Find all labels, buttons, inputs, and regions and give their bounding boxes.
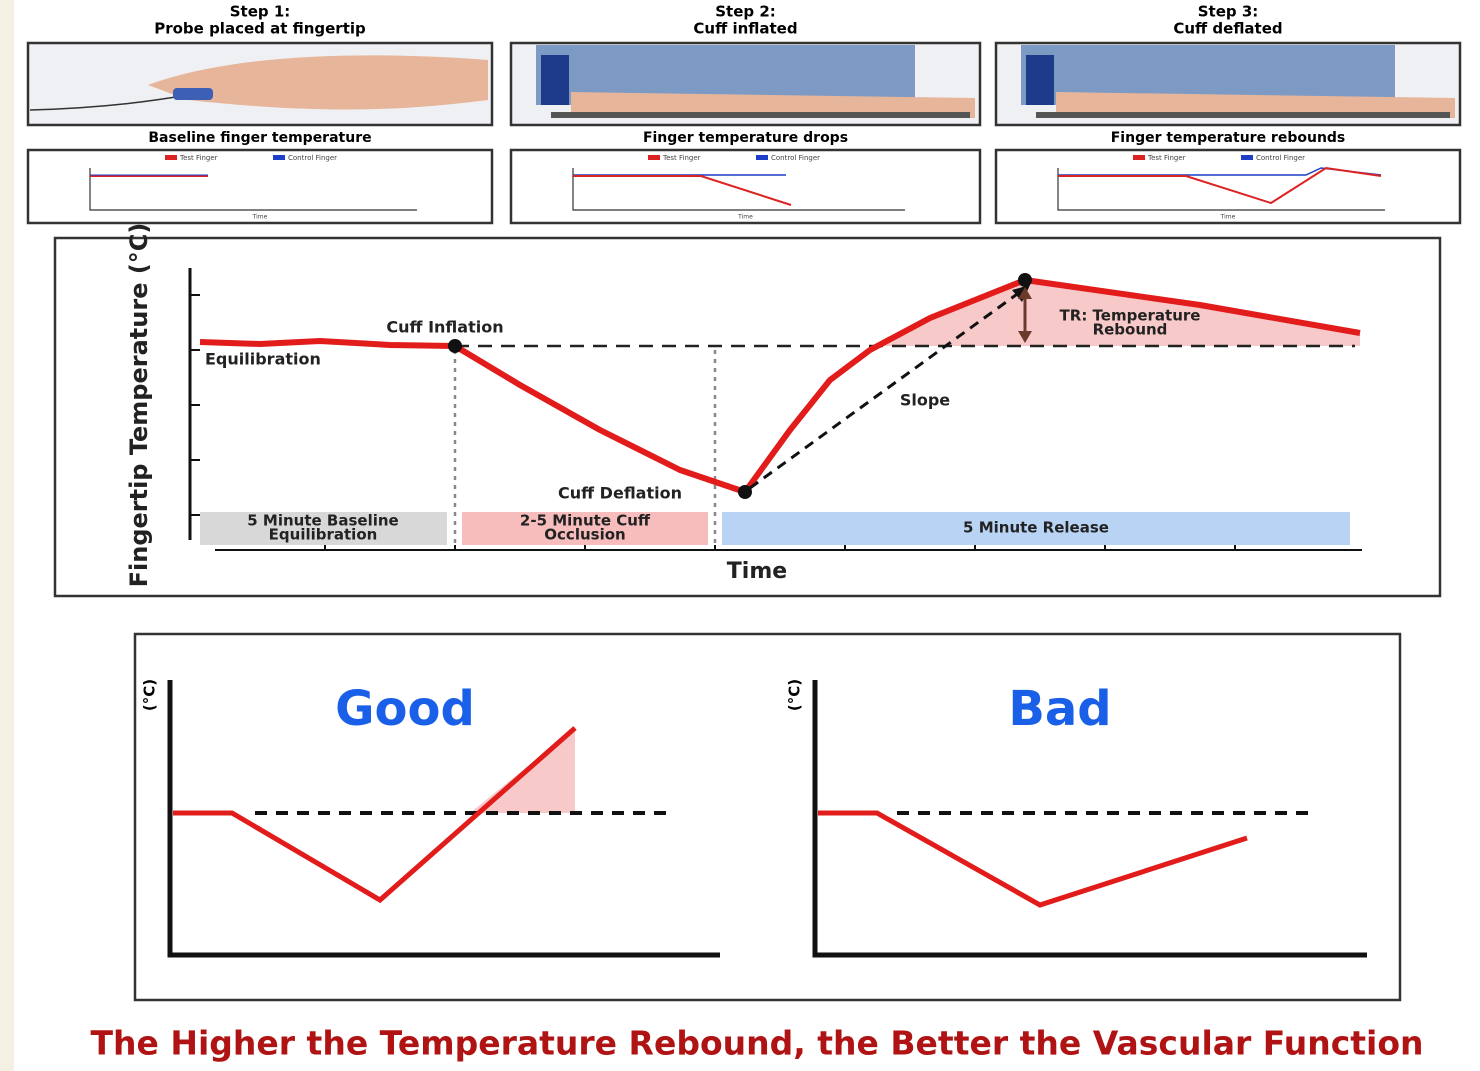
- armrest: [551, 112, 970, 118]
- annotation: Cuff Deflation: [558, 484, 682, 503]
- step-label: Step 3:: [1198, 3, 1259, 21]
- footer: The Higher the Temperature Rebound, the …: [90, 1024, 1423, 1063]
- step-caption: Probe placed at fingertip: [154, 20, 366, 38]
- mini-graph-frame: [511, 150, 980, 223]
- annotation: Equilibration: [205, 350, 321, 369]
- legend-test: Test Finger: [1147, 154, 1186, 162]
- armrest: [1036, 112, 1450, 118]
- legend-test: Test Finger: [179, 154, 218, 162]
- mini-x-label: Time: [1220, 214, 1236, 221]
- inflation-point: [448, 339, 462, 353]
- legend-swatch-test: [1133, 155, 1145, 160]
- graph-title: Finger temperature drops: [643, 130, 848, 146]
- page: {"steps": [ {"step": "Step 1:", "caption…: [0, 0, 1480, 1071]
- annotation: Slope: [900, 391, 950, 410]
- annotation: Cuff Inflation: [386, 318, 503, 337]
- graph-title: Finger temperature rebounds: [1111, 130, 1346, 146]
- legend-swatch-control: [756, 155, 768, 160]
- legend-swatch-test: [165, 155, 177, 160]
- deflation-point: [738, 485, 752, 499]
- probe: [173, 88, 213, 100]
- legend-swatch-test: [648, 155, 660, 160]
- mini-graph-frame: [28, 150, 492, 223]
- legend-control: Control Finger: [771, 154, 820, 162]
- phase-label: 5 Minute Release: [963, 519, 1109, 537]
- legend-control: Control Finger: [288, 154, 337, 162]
- step-label: Step 2:: [715, 3, 776, 21]
- graph-title: Baseline finger temperature: [148, 130, 371, 146]
- step-caption: Cuff deflated: [1173, 20, 1282, 38]
- peak-point: [1018, 273, 1032, 287]
- annotation: Rebound: [1093, 321, 1168, 339]
- step-caption: Cuff inflated: [693, 20, 797, 38]
- x-axis-label: Time: [727, 559, 787, 584]
- legend-test: Test Finger: [662, 154, 701, 162]
- mini-x-label: Time: [252, 214, 268, 221]
- phase-label: Equilibration: [269, 526, 378, 544]
- unit-label: (°C): [141, 679, 159, 711]
- step-label: Step 1:: [230, 3, 291, 21]
- legend-swatch-control: [273, 155, 285, 160]
- good-title: Good: [335, 681, 475, 737]
- phase-label: Occlusion: [544, 526, 625, 544]
- cuff: [541, 55, 569, 105]
- legend-swatch-control: [1241, 155, 1253, 160]
- mini-graph-frame: [996, 150, 1460, 223]
- y-axis-label: Fingertip Temperature (°C): [125, 223, 153, 588]
- cuff: [1026, 55, 1054, 105]
- diagram: Fingertip Temperature (°C) Time Cuff Infla…: [0, 0, 1480, 1071]
- legend-control: Control Finger: [1256, 154, 1305, 162]
- mini-x-label: Time: [737, 214, 753, 221]
- bad-title: Bad: [1008, 681, 1111, 737]
- unit-label: (°C): [786, 679, 804, 711]
- comparison-panel: [135, 634, 1400, 1000]
